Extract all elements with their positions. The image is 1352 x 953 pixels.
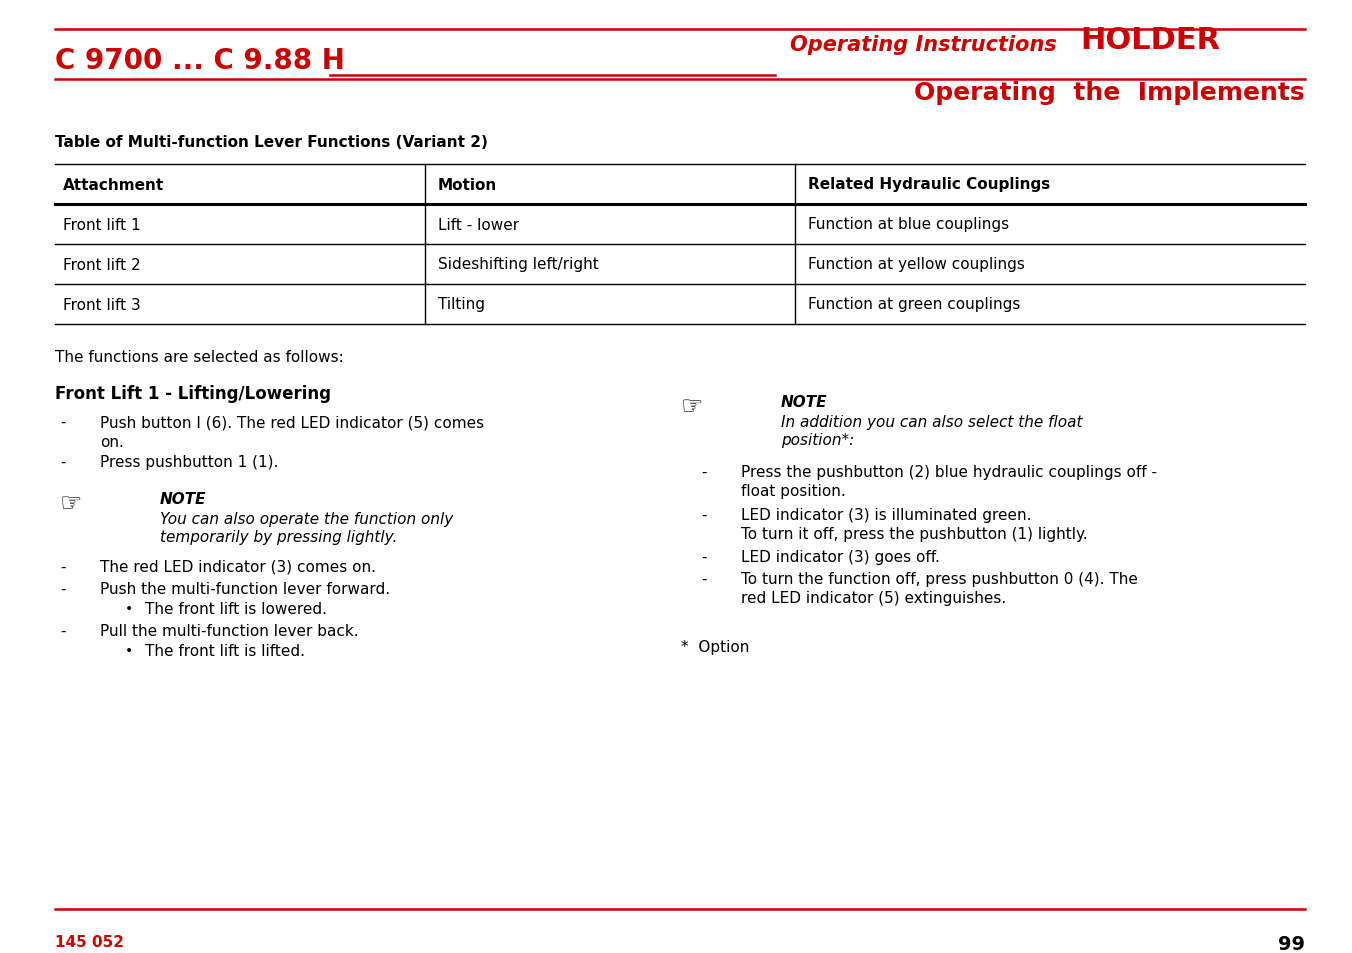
Text: LED indicator (3) is illuminated green.: LED indicator (3) is illuminated green. [741, 507, 1032, 522]
Text: -: - [700, 507, 707, 522]
Text: red LED indicator (5) extinguishes.: red LED indicator (5) extinguishes. [741, 590, 1006, 605]
Text: NOTE: NOTE [160, 492, 207, 506]
Text: You can also operate the function only: You can also operate the function only [160, 512, 453, 526]
Text: Push the multi-function lever forward.: Push the multi-function lever forward. [100, 581, 391, 597]
Text: The red LED indicator (3) comes on.: The red LED indicator (3) comes on. [100, 559, 376, 575]
Text: HOLDER: HOLDER [1080, 26, 1220, 55]
Text: Front lift 1: Front lift 1 [64, 217, 141, 233]
Text: on.: on. [100, 435, 124, 450]
Text: Press the pushbutton (2) blue hydraulic couplings off -: Press the pushbutton (2) blue hydraulic … [741, 464, 1157, 479]
Text: C 9700 ... C 9.88 H: C 9700 ... C 9.88 H [55, 47, 345, 75]
Text: NOTE: NOTE [781, 395, 827, 410]
Text: The functions are selected as follows:: The functions are selected as follows: [55, 350, 343, 365]
Text: Pull the multi-function lever back.: Pull the multi-function lever back. [100, 623, 358, 639]
Text: Front lift 3: Front lift 3 [64, 297, 141, 313]
Text: Lift - lower: Lift - lower [438, 217, 519, 233]
Text: -: - [59, 581, 65, 597]
Text: Function at blue couplings: Function at blue couplings [808, 217, 1009, 233]
Text: Function at yellow couplings: Function at yellow couplings [808, 257, 1025, 273]
Text: •: • [124, 601, 134, 616]
Text: ☞: ☞ [59, 492, 82, 516]
Text: -: - [700, 572, 707, 586]
Text: ☞: ☞ [681, 395, 703, 418]
Text: -: - [59, 559, 65, 575]
Text: position*:: position*: [781, 433, 854, 448]
Text: LED indicator (3) goes off.: LED indicator (3) goes off. [741, 550, 940, 564]
Text: -: - [700, 464, 707, 479]
Text: The front lift is lowered.: The front lift is lowered. [145, 601, 327, 617]
Text: Tilting: Tilting [438, 297, 485, 313]
Text: Front lift 2: Front lift 2 [64, 257, 141, 273]
Text: In addition you can also select the float: In addition you can also select the floa… [781, 415, 1083, 430]
Text: Push button I (6). The red LED indicator (5) comes: Push button I (6). The red LED indicator… [100, 415, 484, 430]
Text: Sideshifting left/right: Sideshifting left/right [438, 257, 599, 273]
Text: To turn it off, press the pushbutton (1) lightly.: To turn it off, press the pushbutton (1)… [741, 526, 1088, 541]
Text: -: - [59, 623, 65, 639]
Text: -: - [59, 415, 65, 430]
Text: -: - [59, 455, 65, 470]
Text: Press pushbutton 1 (1).: Press pushbutton 1 (1). [100, 455, 279, 470]
Text: Motion: Motion [438, 177, 498, 193]
Text: Attachment: Attachment [64, 177, 164, 193]
Text: Function at green couplings: Function at green couplings [808, 297, 1021, 313]
Text: To turn the function off, press pushbutton 0 (4). The: To turn the function off, press pushbutt… [741, 572, 1138, 586]
Text: -: - [700, 550, 707, 564]
Text: 99: 99 [1278, 934, 1305, 953]
Text: Front Lift 1 - Lifting/Lowering: Front Lift 1 - Lifting/Lowering [55, 385, 331, 402]
Text: Related Hydraulic Couplings: Related Hydraulic Couplings [808, 177, 1051, 193]
Text: temporarily by pressing lightly.: temporarily by pressing lightly. [160, 530, 397, 544]
Text: Operating  the  Implements: Operating the Implements [914, 81, 1305, 105]
Text: •: • [124, 643, 134, 658]
Text: float position.: float position. [741, 483, 846, 498]
Text: The front lift is lifted.: The front lift is lifted. [145, 643, 306, 659]
Text: 145 052: 145 052 [55, 934, 124, 949]
Text: Operating Instructions: Operating Instructions [790, 35, 1057, 55]
Text: Table of Multi-function Lever Functions (Variant 2): Table of Multi-function Lever Functions … [55, 135, 488, 150]
Text: *  Option: * Option [681, 639, 749, 655]
